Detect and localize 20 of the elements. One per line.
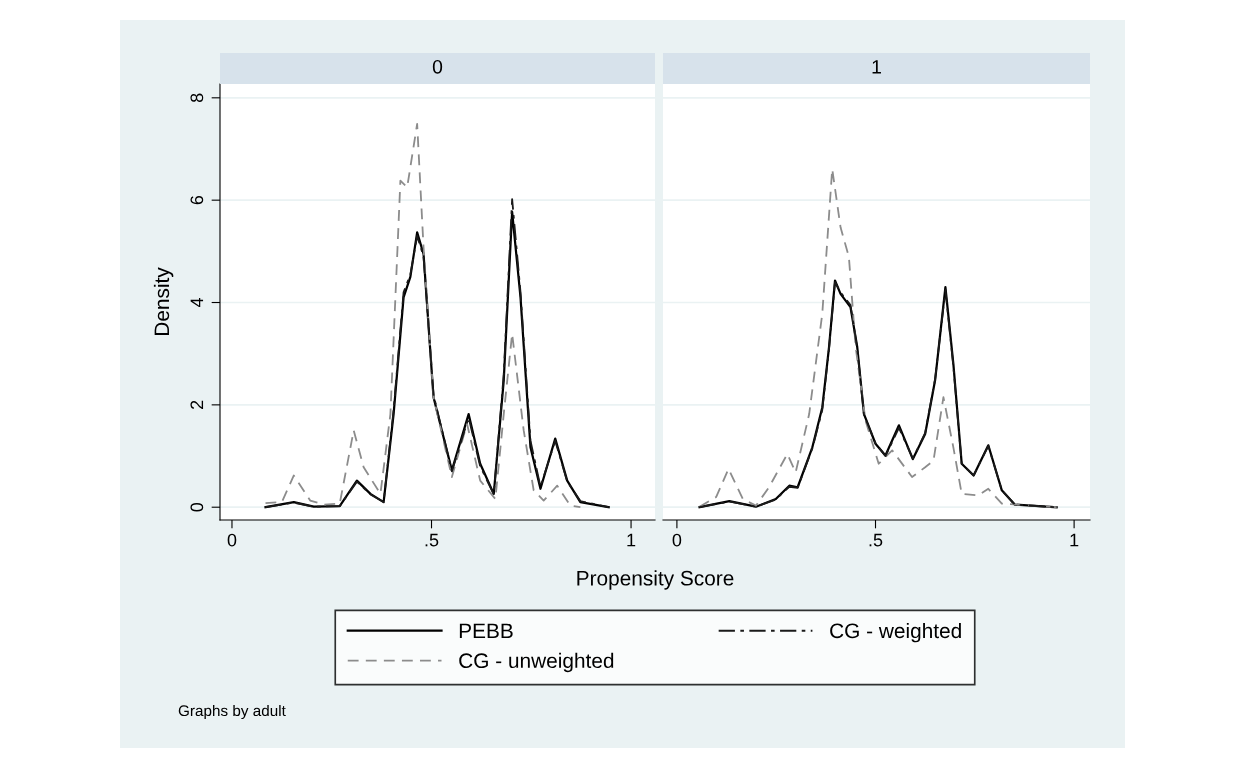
x-tick-label: 0 [227, 533, 237, 547]
chart-title: 0 [432, 59, 443, 74]
legend-label: CG - weighted [830, 622, 961, 643]
text: Graphs by adult [178, 704, 286, 720]
y-tick-label: 2 [190, 400, 204, 409]
y-tick-label: 4 [190, 298, 204, 308]
line-series [264, 123, 582, 509]
x-tick-label: .5 [425, 533, 439, 547]
x-tick-label: 1 [1070, 533, 1079, 547]
x-tick-label: 1 [627, 533, 636, 547]
y-tick-label: 0 [190, 502, 204, 512]
legend-label: CG - unweighted [459, 652, 614, 673]
y-tick-label: 6 [190, 195, 204, 205]
y-axis-title: Density [153, 267, 174, 336]
legend-label: PEBB [459, 623, 513, 639]
y-tick-label: 8 [190, 93, 204, 103]
x-tick-label: .5 [869, 533, 883, 547]
chart-title: 1 [872, 60, 881, 74]
x-axis-title: Propensity Score [577, 570, 734, 590]
x-tick-label: 0 [672, 533, 682, 547]
